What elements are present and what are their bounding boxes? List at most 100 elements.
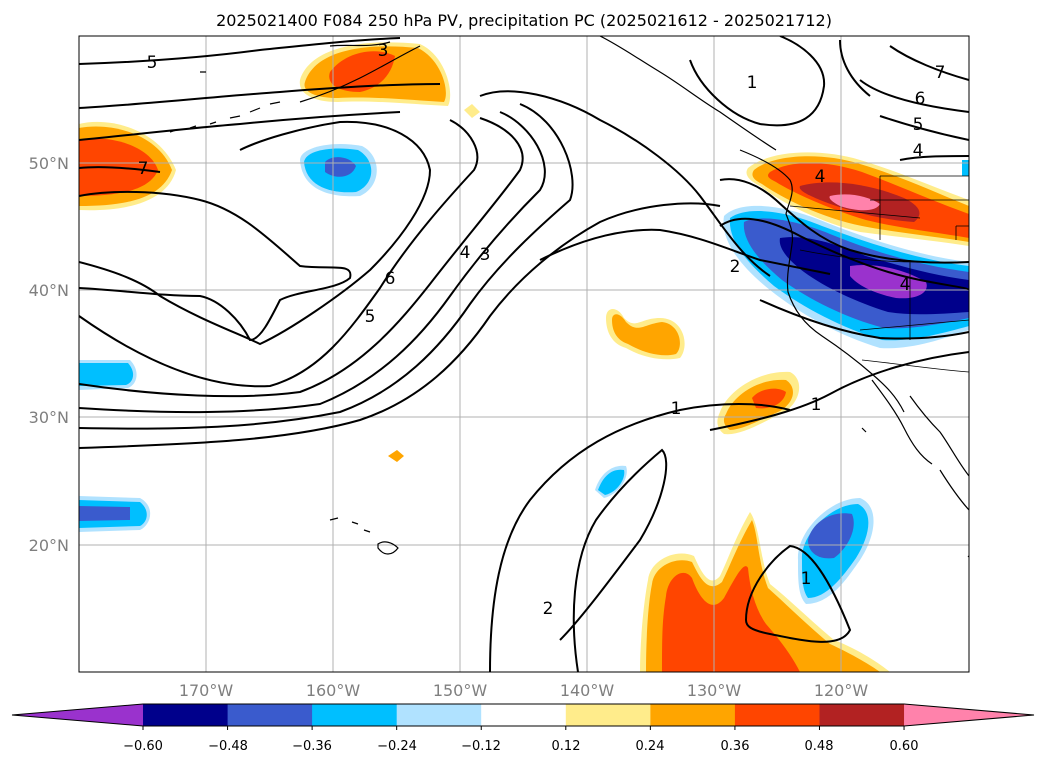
contour-label: 7: [935, 63, 946, 83]
alaska-coast: [299, 41, 421, 103]
colorbar-ticks: −0.60 −0.48 −0.36 −0.24 −0.12 0.12 0.24 …: [123, 739, 918, 754]
pv-contour-5-mid: [79, 120, 432, 346]
precip-negative-region: [598, 469, 625, 495]
precip-negative-region: [808, 513, 854, 559]
coastlines: [169, 36, 969, 558]
pv-contour-trough-2: [559, 448, 668, 672]
lat-labels: 50°N 40°N 30°N 20°N: [29, 154, 69, 555]
lat-label: 30°N: [29, 408, 69, 427]
contour-label: 1: [747, 73, 758, 93]
pv-contour-ridge-1: [79, 119, 479, 388]
contour-labels: 5 3 1 7 6 5 4 7 4 3 6 5 2 4 1 1 2 1 4: [138, 41, 946, 619]
map-frame: [78, 35, 970, 673]
contour-label: 6: [385, 269, 396, 289]
guadalupe-island: [861, 427, 969, 558]
contour-label: 2: [543, 599, 554, 619]
colorbar-bin: [819, 704, 905, 726]
colorbar-extend-high: [904, 704, 1034, 726]
map-title: 2025021400 F084 250 hPa PV, precipitatio…: [216, 11, 832, 30]
colorbar: −0.60 −0.48 −0.36 −0.24 −0.12 0.12 0.24 …: [11, 703, 1035, 754]
pv-contour-3-north: [79, 111, 401, 141]
colorbar-tick-label: 0.24: [636, 739, 665, 754]
contour-label: 3: [480, 245, 491, 265]
pv-contour-2: [539, 228, 831, 275]
precip-positive-region: [752, 388, 786, 409]
lon-label: 120°W: [814, 681, 869, 700]
contour-label: 4: [815, 167, 826, 187]
lat-label: 50°N: [29, 154, 69, 173]
colorbar-bin: [143, 704, 229, 726]
contour-label: 7: [138, 159, 149, 179]
gridlines: [79, 36, 969, 672]
colorbar-tick-label: 0.60: [890, 739, 919, 754]
contour-label: 4: [913, 141, 924, 161]
pv-contour-1-east: [709, 351, 969, 431]
pv-contour-sw: [719, 217, 969, 291]
state-borders: [789, 205, 969, 340]
hawaiian-islands: [329, 517, 399, 555]
contour-label: 5: [913, 115, 924, 135]
pv-contour-ridge-4: [79, 103, 574, 430]
colorbar-bin: [734, 704, 820, 726]
pv-contour-7: [79, 166, 161, 173]
colorbar-bin: [227, 704, 313, 726]
map-panel: 5 3 1 7 6 5 4 7 4 3 6 5 2 4 1 1 2 1 4: [79, 36, 969, 672]
lon-label: 130°W: [687, 681, 742, 700]
canada-bc-coast: [739, 149, 794, 245]
lon-label: 170°W: [179, 681, 234, 700]
colorbar-tick-label: 0.12: [552, 739, 581, 754]
colorbar-tick-label: 0.36: [721, 739, 750, 754]
contour-label: 2: [730, 257, 741, 277]
contour-label: 1: [811, 395, 822, 415]
contour-label: 4: [460, 243, 471, 263]
colorbar-tick-label: −0.48: [208, 739, 248, 754]
mexico-coast: [939, 469, 969, 511]
colorbar-bin: [650, 704, 736, 726]
pv-contour-ridge-2: [79, 117, 524, 398]
colorbar-tick-label: −0.24: [377, 739, 417, 754]
pv-contours: [79, 36, 969, 672]
baja-peninsula: [871, 379, 969, 477]
pv-contour-3: [479, 90, 771, 277]
pv-contour-4-ne: [899, 155, 969, 161]
precip-fill: [79, 42, 969, 672]
precip-positive-region: [612, 314, 680, 356]
pv-contour-ridge-5: [79, 202, 721, 449]
lon-label: 140°W: [560, 681, 615, 700]
precip-positive-region: [388, 450, 404, 462]
lat-label: 40°N: [29, 281, 69, 300]
colorbar-tick-label: −0.36: [292, 739, 332, 754]
pv-contour-1-loop: [744, 544, 852, 643]
aleutian-islands: [169, 71, 281, 133]
colorbar-bin: [312, 704, 398, 726]
alaska-panhandle: [599, 36, 777, 151]
colorbar-tick-label: −0.60: [123, 739, 163, 754]
pv-contour-5-north: [79, 37, 401, 65]
contour-label: 6: [915, 89, 926, 109]
pv-contour-1-upper: [689, 36, 826, 127]
lon-label: 160°W: [306, 681, 361, 700]
lat-label: 20°N: [29, 536, 69, 555]
pv-contour-trough-1: [489, 403, 791, 672]
pv-contour-7-ne: [889, 45, 969, 81]
colorbar-tick-label: 0.48: [805, 739, 834, 754]
precip-positive-region: [829, 194, 880, 211]
pv-contour-ne-outer: [839, 39, 871, 97]
colorbar-bin: [565, 704, 651, 726]
pv-contour-6-loop: [79, 190, 352, 342]
contour-label: 1: [801, 569, 812, 589]
lon-labels: 170°W 160°W 150°W 140°W 130°W 120°W: [179, 681, 869, 700]
pv-contour-4-north: [79, 83, 441, 109]
pv-contour-6-ne: [859, 79, 969, 113]
colorbar-extend-low: [12, 704, 143, 726]
pv-contour-ridge-3: [79, 111, 546, 414]
us-west-coast: [786, 243, 905, 413]
contour-label: 5: [365, 307, 376, 327]
precip-positive-region: [464, 104, 480, 118]
precip-positive-region: [329, 51, 395, 92]
contour-label: 5: [147, 53, 158, 73]
contour-label: 4: [900, 275, 911, 295]
precip-positive-region: [662, 566, 800, 672]
colorbar-tick-label: −0.12: [461, 739, 501, 754]
